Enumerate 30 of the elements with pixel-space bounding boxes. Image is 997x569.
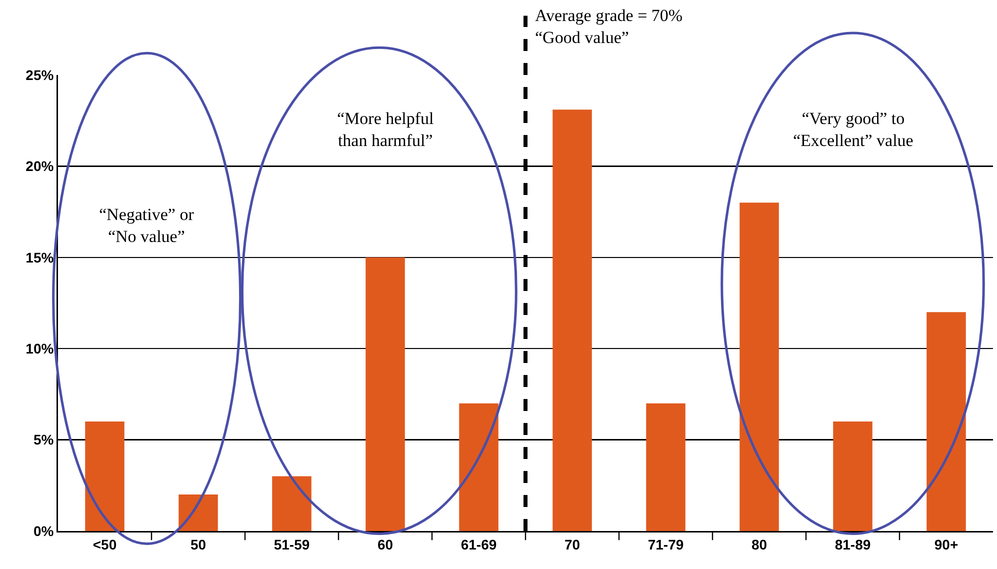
bar <box>552 110 592 531</box>
x-tick-label: 90+ <box>934 536 958 552</box>
x-tick-label: <50 <box>92 536 117 552</box>
annotation: “More helpful than harmful” <box>337 109 434 150</box>
bar <box>366 257 405 531</box>
y-tick-label: 5% <box>33 432 54 448</box>
x-tick-label: 51-59 <box>274 536 310 552</box>
x-tick-label: 71-79 <box>648 536 684 552</box>
bar <box>833 422 872 531</box>
annotation: “Negative” or “No value” <box>99 205 194 246</box>
x-tick-label: 81-89 <box>834 536 871 552</box>
y-tick-label: 25% <box>26 66 54 83</box>
x-tick-label: 50 <box>190 536 206 552</box>
ref-line-label: Average grade = 70% “Good value” <box>535 6 683 48</box>
x-tick-label: 61-69 <box>460 536 497 552</box>
x-tick-label: 60 <box>377 536 394 552</box>
bar <box>85 422 124 531</box>
annotation: “Very good” to “Excellent” value <box>793 109 914 150</box>
bar <box>740 202 779 531</box>
bar <box>272 476 312 531</box>
y-tick-label: 15% <box>26 249 54 266</box>
y-tick-label: 20% <box>26 158 54 174</box>
x-tick-label: 80 <box>751 536 768 552</box>
y-tick-label: 0% <box>33 522 54 539</box>
bar <box>178 494 218 531</box>
x-tick-label: 70 <box>564 536 580 552</box>
bar <box>646 403 686 531</box>
y-tick-label: 10% <box>26 340 54 356</box>
bar <box>926 312 966 531</box>
bar <box>459 403 498 531</box>
